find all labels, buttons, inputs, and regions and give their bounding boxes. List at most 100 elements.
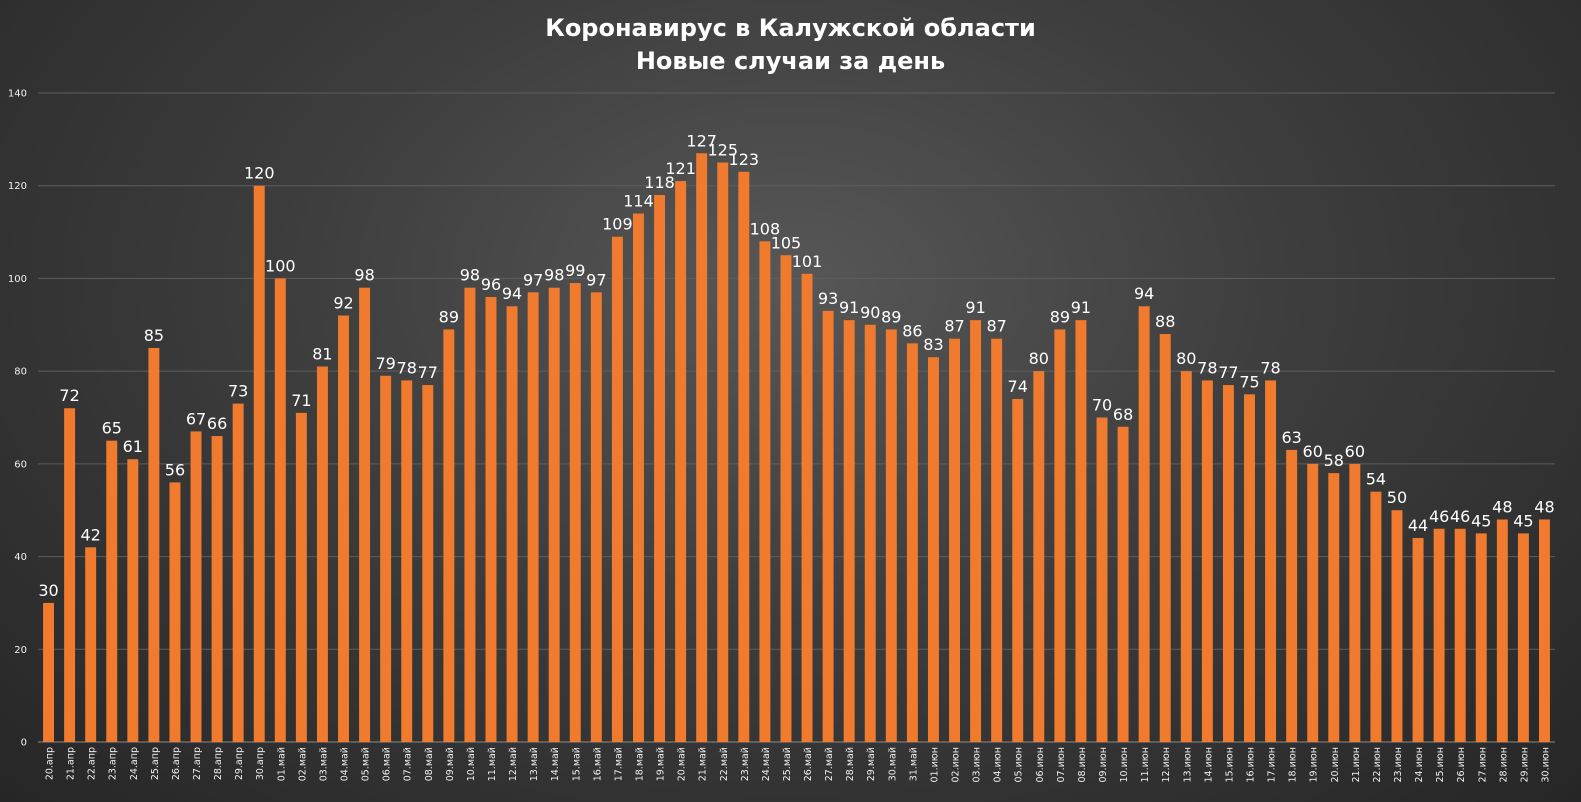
x-tick-label: 07.июн [1056,747,1067,783]
x-tick-label: 19.июн [1309,747,1320,783]
bar [843,320,855,742]
y-tick-label: 120 [8,181,27,192]
data-label: 54 [1366,470,1386,489]
data-label: 114 [623,192,654,211]
bar [927,357,939,742]
x-tick-label: 15.май [571,747,582,781]
x-tick-label: 27.апр [192,747,203,780]
x-tick-label: 09.май [445,747,456,781]
data-label: 78 [1197,358,1217,377]
bar [864,324,876,742]
data-label: 46 [1429,507,1449,526]
x-tick-label: 28.май [845,747,856,781]
bar [696,153,708,742]
x-tick-label: 16.июн [1245,747,1256,783]
bar [1117,426,1129,742]
data-label: 88 [1155,312,1175,331]
data-label: 91 [1071,298,1091,317]
y-tick-label: 20 [14,645,27,656]
x-tick-label: 20.июн [1330,747,1341,783]
bar [822,310,834,742]
bar [1433,528,1445,742]
bar [1138,306,1150,742]
bar [548,287,560,742]
x-tick-label: 10.июн [1119,747,1130,783]
x-tick-label: 08.июн [1077,747,1088,783]
bar [506,306,518,742]
y-tick-label: 80 [14,367,27,378]
y-tick-label: 140 [8,89,27,100]
data-label: 74 [1008,377,1028,396]
bar [527,292,539,742]
data-label: 105 [771,233,802,252]
data-label: 85 [144,326,164,345]
x-tick-label: 24.май [761,747,772,781]
data-label: 89 [881,307,901,326]
x-tick-label: 24.апр [129,747,140,780]
x-tick-label: 03.май [318,747,329,781]
data-label: 77 [1218,363,1238,382]
x-tick-label: 28.июн [1498,747,1509,783]
x-axis-ticks: 20.апр 21.апр 22.апр 23.апр 24.апр 25.апр 26.а… [45,747,1552,783]
data-label: 77 [418,363,438,382]
x-tick-label: 01.май [276,747,287,781]
x-tick-label: 12.июн [1161,747,1172,783]
x-tick-label: 29.май [866,747,877,781]
x-tick-label: 20.май [677,747,688,781]
data-label: 93 [818,289,838,308]
data-label: 63 [1281,428,1301,447]
data-label: 79 [375,354,395,373]
bar [780,255,792,742]
bar [106,440,118,742]
data-label: 48 [1492,497,1512,516]
data-label: 66 [207,414,227,433]
y-tick-label: 60 [14,459,27,470]
x-tick-label: 24.июн [1414,747,1425,783]
bar [1033,371,1045,742]
bar [1054,329,1066,742]
bar [1391,510,1403,742]
bar [633,213,644,742]
y-tick-label: 100 [8,274,27,285]
x-tick-label: 22.июн [1372,747,1383,783]
bar [1075,320,1087,742]
data-label: 98 [354,266,374,285]
bar [1286,449,1298,742]
y-tick-label: 40 [14,552,27,563]
bar [211,436,223,742]
data-label: 86 [902,321,922,340]
data-label: 99 [565,261,585,280]
bars [43,153,1550,743]
bar [253,185,265,742]
data-label: 90 [860,303,880,322]
x-tick-label: 02.май [297,747,308,781]
x-tick-label: 23.июн [1393,747,1404,783]
chart-title-block: Коронавирус в Калужской области Новые сл… [0,12,1581,78]
data-label: 125 [707,141,738,160]
bar [1307,463,1319,742]
data-label: 44 [1408,516,1428,535]
x-tick-label: 05.июн [1014,747,1025,783]
data-label: 78 [397,358,417,377]
bar [1244,394,1255,742]
bar [338,315,349,742]
data-label: 123 [729,150,760,169]
bar [401,380,413,742]
bar [169,482,181,742]
data-label: 91 [965,298,985,317]
x-tick-label: 29.апр [234,747,245,780]
data-label: 109 [602,215,633,234]
bar [148,347,160,742]
x-tick-label: 29.июн [1519,747,1530,783]
data-label: 94 [1134,284,1154,303]
data-label: 73 [228,382,248,401]
data-label: 98 [460,266,480,285]
x-tick-label: 12.май [508,747,519,781]
x-tick-label: 14.июн [1203,747,1214,783]
data-label: 127 [686,131,717,150]
data-label: 67 [186,409,206,428]
bar [422,385,434,742]
bar [569,283,581,742]
bar [1454,528,1466,742]
bar [85,547,97,742]
